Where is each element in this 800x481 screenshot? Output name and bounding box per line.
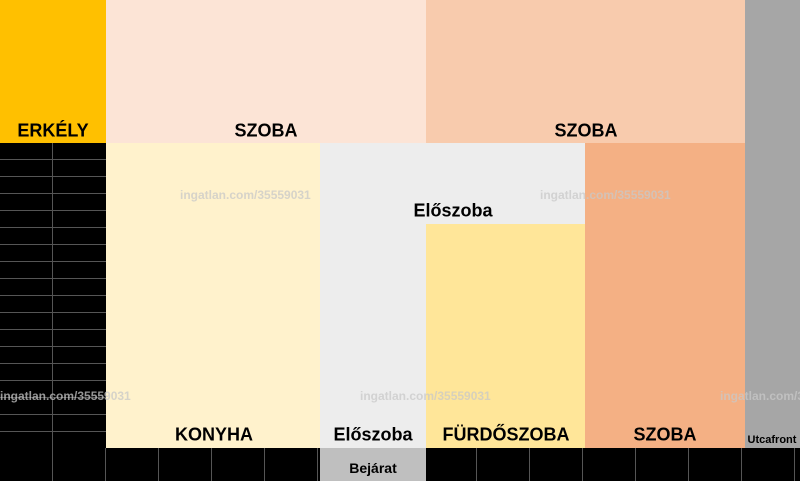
kitchen (106, 143, 320, 448)
room-label: Előszoba (333, 424, 413, 445)
room (585, 143, 745, 448)
room-label: SZOBA (234, 120, 298, 141)
room-label: FÜRDŐSZOBA (442, 424, 570, 445)
room-label: KONYHA (174, 424, 254, 445)
balcony (0, 0, 106, 143)
room (106, 0, 426, 143)
hallway (320, 143, 585, 224)
hallway (320, 224, 426, 448)
room (426, 0, 745, 143)
entrance (320, 448, 426, 481)
room-label: Utcafront (747, 434, 797, 446)
watermark: ingatlan.com/35559031 (540, 188, 671, 202)
room-label: SZOBA (633, 424, 697, 445)
watermark: ingatlan.com/35559031 (360, 389, 491, 403)
bathroom (426, 224, 585, 448)
grid-area (0, 143, 106, 448)
watermark: ingatlan.com/35559031 (0, 389, 131, 403)
room-label: SZOBA (554, 120, 618, 141)
room-label: Előszoba (413, 200, 493, 221)
room-label: ERKÉLY (17, 120, 89, 141)
watermark: ingatlan.com/35559031 (720, 389, 800, 403)
street-front (745, 0, 800, 448)
room-label: Bejárat (349, 460, 397, 476)
watermark: ingatlan.com/35559031 (180, 188, 311, 202)
